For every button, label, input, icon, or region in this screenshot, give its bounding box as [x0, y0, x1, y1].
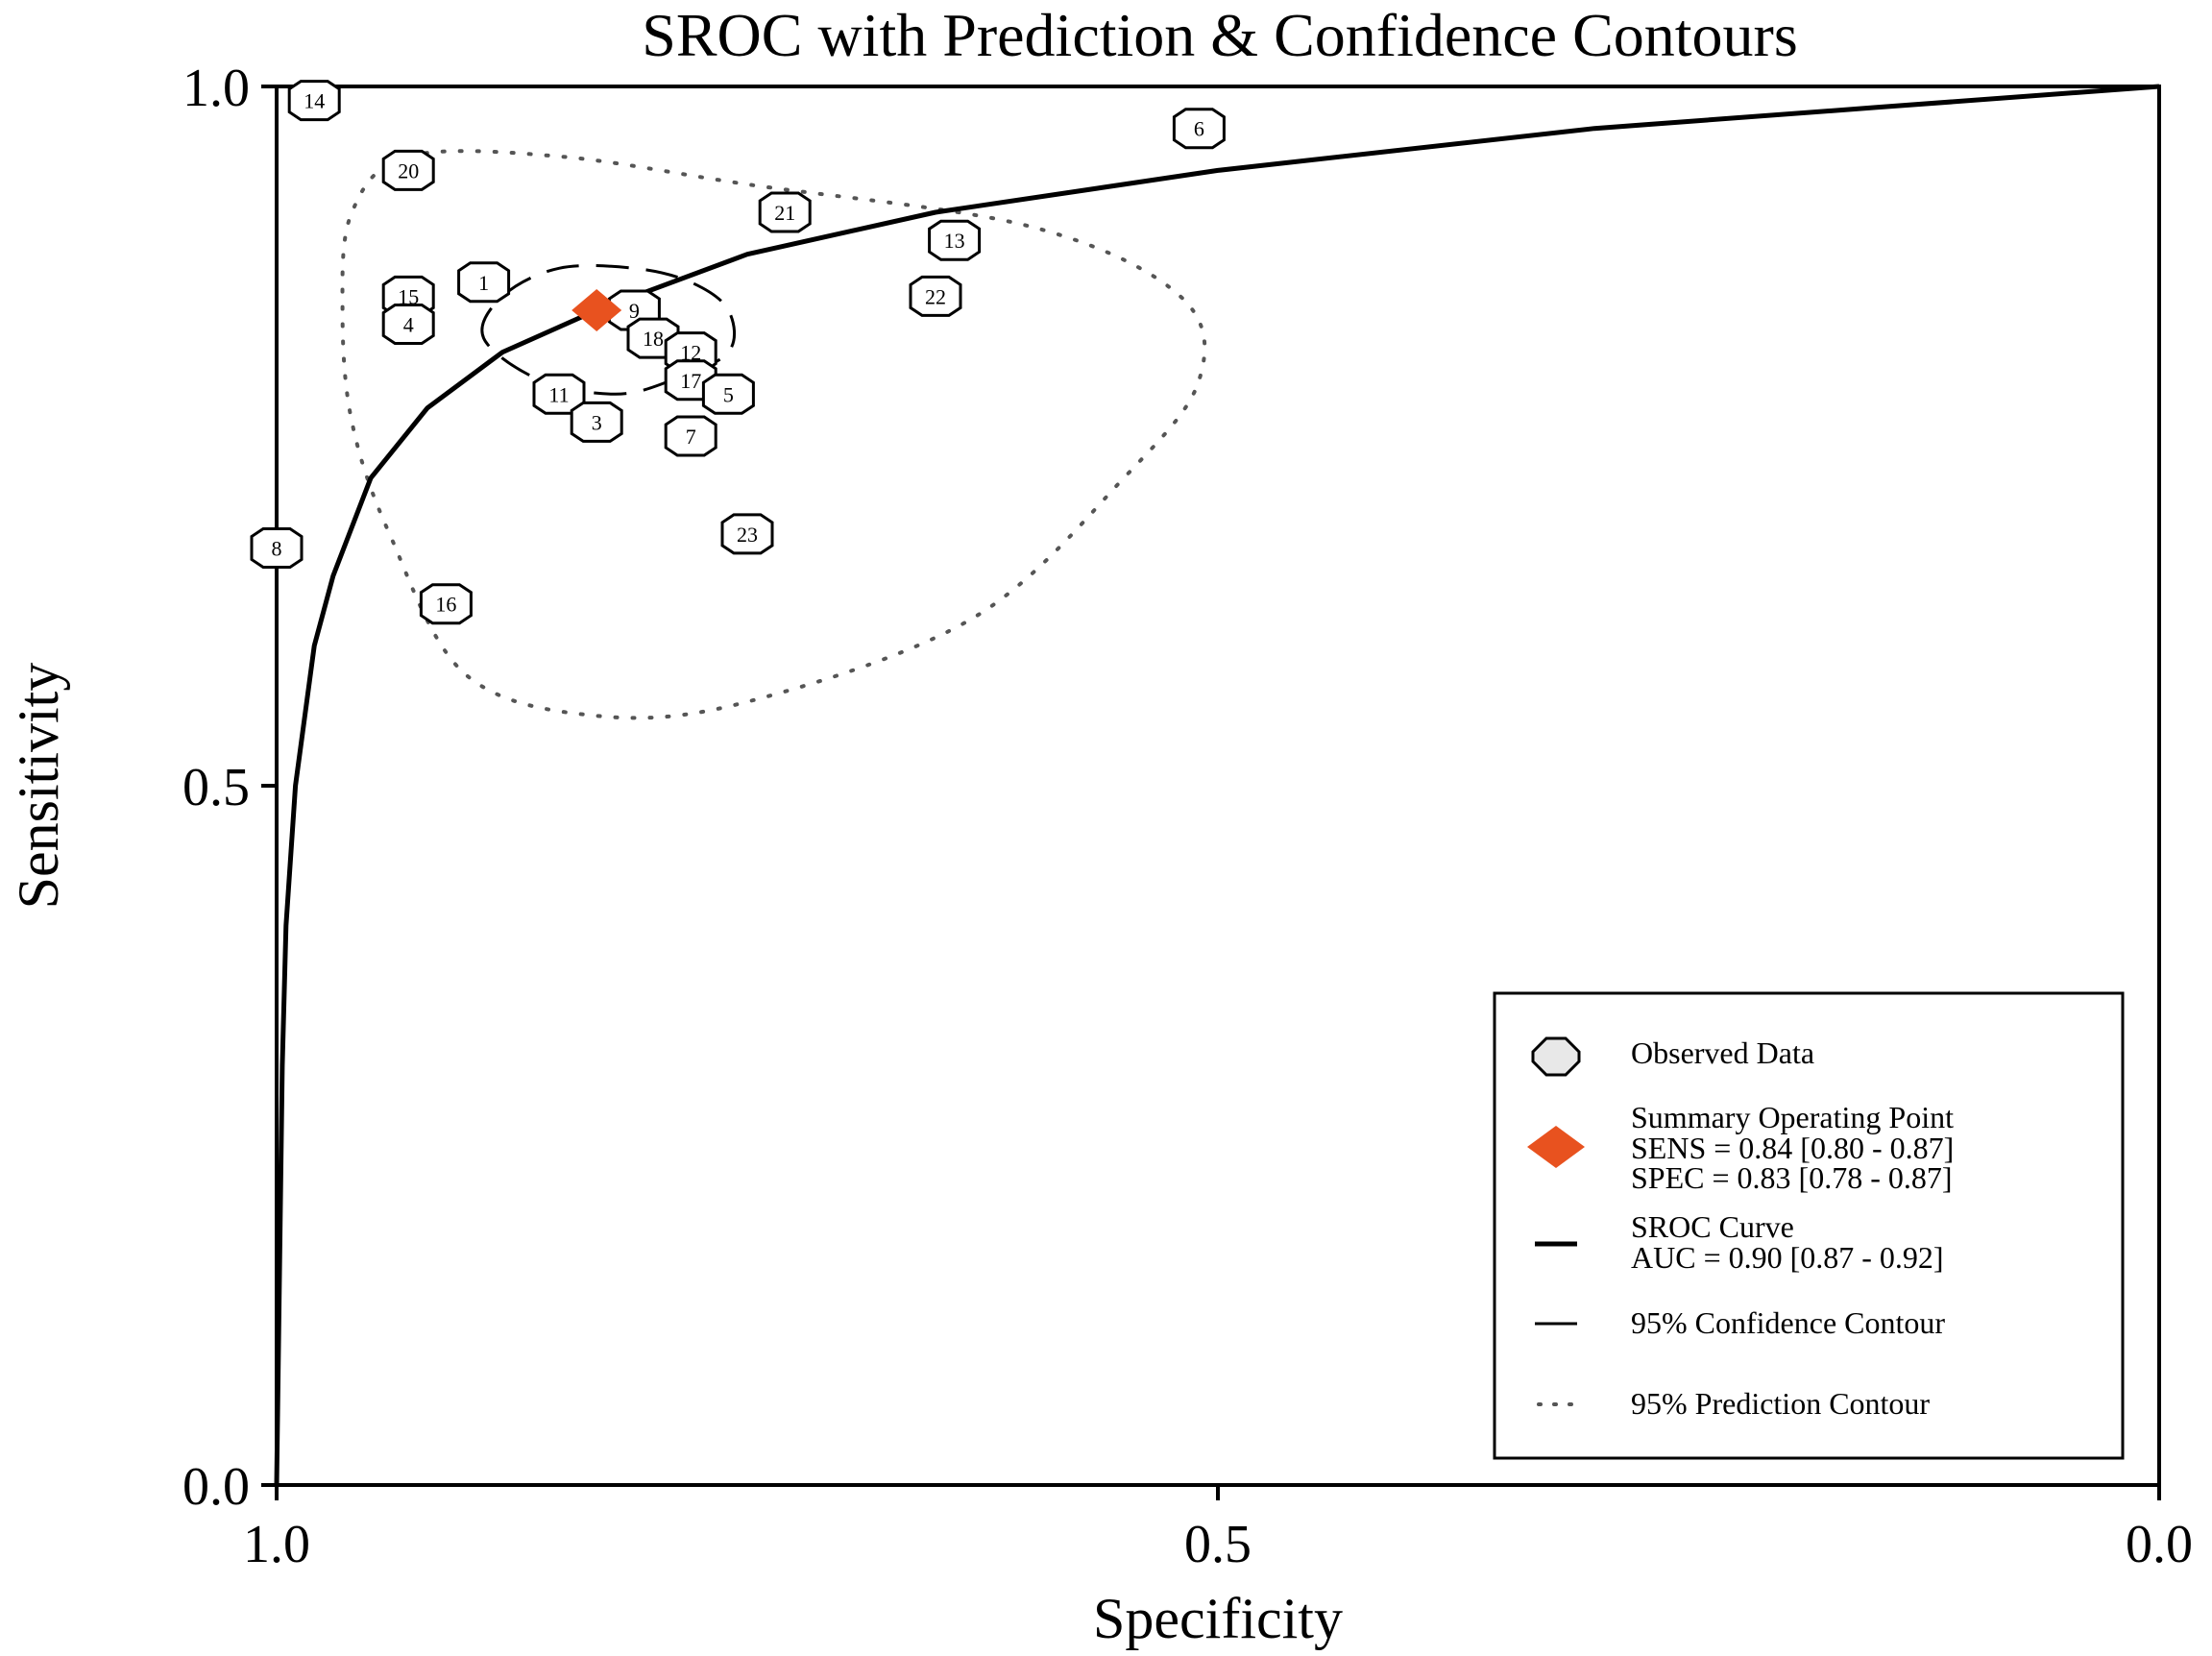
observed-point: 6: [1172, 108, 1226, 150]
observed-point-label: 9: [629, 299, 640, 323]
observed-point: 11: [532, 373, 586, 415]
observed-point-label: 13: [944, 229, 965, 253]
observed-point-label: 20: [398, 158, 419, 183]
legend-auc: AUC = 0.90 [0.87 - 0.92]: [1631, 1240, 1944, 1275]
y-tick-label: 0.0: [182, 1457, 250, 1517]
observed-point-marker: [457, 261, 511, 304]
legend-sroc-label: SROC Curve: [1631, 1209, 1794, 1244]
legend-observed-symbol: [1531, 1036, 1581, 1077]
legend-confidence-label: 95% Confidence Contour: [1631, 1305, 1945, 1340]
observed-point-marker: [720, 513, 774, 555]
observed-point-label: 11: [548, 382, 569, 406]
observed-point-marker: [250, 527, 304, 569]
observed-point-marker: [570, 401, 623, 443]
observed-point: 20: [381, 149, 435, 191]
chart-title: SROC with Prediction & Confidence Contou…: [642, 1, 1798, 69]
observed-point: 4: [381, 304, 435, 345]
observed-point-marker: [664, 415, 717, 457]
y-axis-title: Sensitivity: [7, 663, 70, 910]
x-tick-label: 0.0: [2126, 1515, 2193, 1574]
legend-observed-label: Observed Data: [1631, 1035, 1814, 1070]
observed-point: 3: [570, 401, 623, 443]
contours: [274, 84, 2160, 1486]
sroc-curve: [274, 84, 2160, 1486]
observed-point-marker: [287, 80, 341, 122]
observed-point: 21: [758, 191, 812, 233]
legend-box: [1493, 991, 2125, 1460]
legend-spec: SPEC = 0.83 [0.78 - 0.87]: [1631, 1160, 1953, 1195]
observed-point-label: 4: [403, 313, 414, 337]
observed-point-label: 18: [643, 327, 664, 351]
observed-point-label: 14: [304, 89, 325, 113]
observed-point-label: 21: [774, 201, 795, 225]
observed-point: 14: [287, 80, 341, 122]
y-tick-label: 0.5: [182, 758, 250, 817]
observed-point-label: 3: [592, 410, 602, 434]
observed-point-marker: [758, 191, 812, 233]
observed-point-label: 16: [435, 593, 456, 617]
observed-point: 16: [419, 583, 473, 625]
summary-point-marker: [571, 288, 622, 331]
legend: Observed Data Summary Operating Point SE…: [1493, 991, 2125, 1460]
observed-point-label: 7: [686, 425, 696, 449]
legend-prediction-label: 95% Prediction Contour: [1631, 1386, 1930, 1421]
legend-summary-title: Summary Operating Point: [1631, 1100, 1954, 1134]
legend-summary-symbol: [1527, 1126, 1585, 1168]
x-tick-label: 0.5: [1184, 1515, 1252, 1574]
observed-point-label: 12: [680, 341, 701, 365]
observed-point: 7: [664, 415, 717, 457]
observed-point: 8: [250, 527, 304, 569]
prediction-contour: [340, 149, 1207, 720]
observed-point-marker: [701, 373, 755, 415]
observed-point-label: 1: [478, 271, 489, 295]
observed-point: 17: [664, 359, 717, 402]
observed-point-marker: [928, 219, 982, 261]
x-axis-title: Specificity: [1093, 1587, 1343, 1650]
observed-point-marker: [381, 149, 435, 191]
observed-point: 5: [701, 373, 755, 415]
observed-point-label: 8: [272, 536, 282, 560]
observed-point-marker: [1172, 108, 1226, 150]
observed-point-marker: [909, 275, 962, 317]
observed-point-label: 17: [680, 369, 701, 393]
observed-point: 1: [457, 261, 511, 304]
observed-point-marker: [381, 304, 435, 345]
observed-point: 13: [928, 219, 982, 261]
y-tick-label: 1.0: [182, 59, 250, 118]
summary-point: [571, 288, 622, 331]
observed-point-marker: [419, 583, 473, 625]
observed-point-label: 22: [925, 284, 946, 308]
observed-point: 22: [909, 275, 962, 317]
legend-sens: SENS = 0.84 [0.80 - 0.87]: [1631, 1131, 1954, 1165]
axes: 1.0 0.5 0.0 0.0 0.5 1.0: [182, 59, 2193, 1574]
observed-point-label: 15: [398, 284, 419, 308]
observed-point: 23: [720, 513, 774, 555]
observed-point-label: 6: [1194, 117, 1204, 141]
x-tick-label: 1.0: [243, 1515, 310, 1574]
observed-point-label: 23: [737, 523, 758, 547]
observed-points: 14 20 15 4 1 918 12 17 5 11 3 7 21 13 22 6 23 8 16: [250, 80, 1226, 625]
observed-point-label: 5: [723, 382, 734, 406]
